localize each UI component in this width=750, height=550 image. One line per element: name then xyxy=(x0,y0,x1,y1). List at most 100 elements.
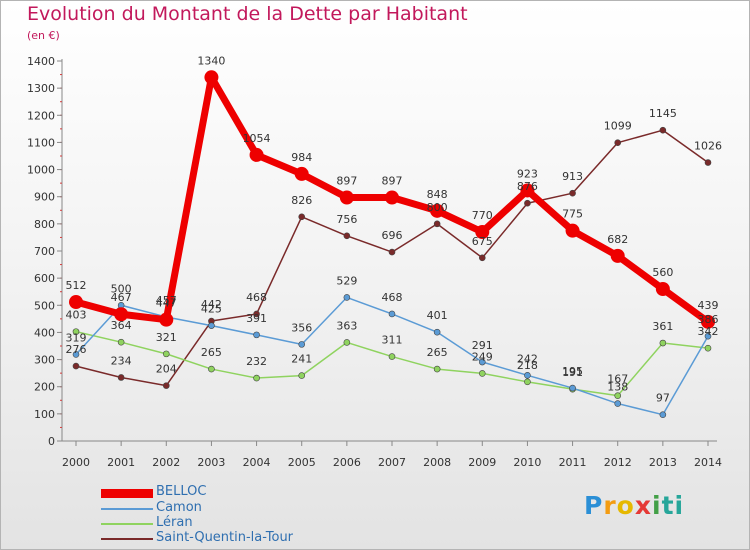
data-point xyxy=(253,331,260,339)
y-tick-label: 900 xyxy=(34,191,55,204)
x-tick-label: 2002 xyxy=(152,456,180,469)
legend-swatch xyxy=(101,516,153,531)
y-tick-label: 1000 xyxy=(27,164,55,177)
data-label: 265 xyxy=(201,346,222,359)
data-point xyxy=(655,282,670,296)
data-point xyxy=(294,166,309,181)
data-point xyxy=(208,322,215,329)
legend-swatch xyxy=(101,501,153,516)
legend-item-leran[interactable]: Léran xyxy=(101,515,331,531)
data-label: 442 xyxy=(201,298,222,311)
data-point xyxy=(478,358,486,366)
data-point xyxy=(565,223,580,238)
x-tick-label: 2010 xyxy=(513,456,541,469)
data-point xyxy=(72,362,80,370)
data-label: 467 xyxy=(111,291,132,304)
legend-item-saint-quentin-la-tour[interactable]: Saint-Quentin-la-Tour xyxy=(101,530,331,546)
data-point xyxy=(569,189,576,197)
data-point xyxy=(478,370,486,377)
data-point xyxy=(524,372,531,379)
legend-item-belloc[interactable]: BELLOC xyxy=(101,484,331,500)
data-label: 512 xyxy=(66,279,87,292)
data-point xyxy=(524,378,531,386)
y-tick-label: 1200 xyxy=(27,109,55,122)
chart-title: Evolution du Montant de la Dette par Hab… xyxy=(27,3,468,25)
data-point xyxy=(72,328,80,335)
data-label: 682 xyxy=(607,233,628,246)
data-point xyxy=(614,400,622,407)
data-point xyxy=(343,339,351,346)
data-label: 468 xyxy=(382,291,403,304)
data-point xyxy=(253,374,260,382)
data-label: 195 xyxy=(562,365,583,378)
data-label: 1145 xyxy=(649,107,677,120)
x-tick-label: 2013 xyxy=(649,456,677,469)
data-label: 234 xyxy=(111,354,132,367)
y-tick-label: 100 xyxy=(34,408,55,421)
data-label: 232 xyxy=(246,355,267,368)
y-tick-label: 200 xyxy=(34,381,55,394)
legend-label: Saint-Quentin-la-Tour xyxy=(156,530,294,545)
y-tick-label: 400 xyxy=(34,326,55,339)
data-label: 876 xyxy=(517,180,538,193)
data-label: 1340 xyxy=(197,54,225,67)
data-point xyxy=(114,307,129,322)
data-point xyxy=(704,332,712,340)
data-point xyxy=(159,312,174,327)
data-label: 468 xyxy=(246,291,267,304)
data-label: 218 xyxy=(517,359,538,372)
data-label: 984 xyxy=(291,151,312,164)
data-label: 321 xyxy=(156,331,177,344)
data-label: 848 xyxy=(427,188,448,201)
data-point xyxy=(339,190,354,205)
data-label: 361 xyxy=(652,320,673,333)
y-tick-label: 300 xyxy=(34,354,55,367)
data-label: 204 xyxy=(156,363,177,376)
data-point xyxy=(433,220,441,228)
data-point xyxy=(72,351,80,358)
x-tick-label: 2014 xyxy=(694,456,722,469)
data-label: 401 xyxy=(427,309,448,322)
data-label: 775 xyxy=(562,208,583,221)
y-tick-label: 1300 xyxy=(27,82,55,95)
x-tick-label: 2007 xyxy=(378,456,406,469)
data-point xyxy=(659,126,667,134)
data-point xyxy=(614,392,622,399)
data-point xyxy=(659,339,667,347)
data-point xyxy=(162,382,170,389)
data-label: 291 xyxy=(472,339,493,352)
data-label: 97 xyxy=(656,392,670,405)
data-label: 913 xyxy=(562,170,583,183)
data-point xyxy=(204,70,219,85)
x-tick-label: 2006 xyxy=(333,456,361,469)
legend-swatch xyxy=(101,485,153,500)
data-label: 675 xyxy=(472,235,493,248)
data-label: 363 xyxy=(336,319,357,332)
legend-label: Léran xyxy=(156,515,193,530)
data-label: 457 xyxy=(156,294,177,307)
data-point xyxy=(253,310,260,318)
data-point xyxy=(162,350,170,358)
data-point xyxy=(520,183,535,198)
data-point xyxy=(433,328,441,336)
data-label: 265 xyxy=(427,346,448,359)
data-point xyxy=(701,314,715,329)
data-point xyxy=(298,341,306,348)
data-label: 276 xyxy=(66,343,87,356)
data-point xyxy=(475,225,490,239)
data-point xyxy=(704,159,712,166)
y-tick-label: 600 xyxy=(34,272,55,285)
x-tick-label: 2009 xyxy=(468,456,496,469)
data-point xyxy=(388,310,396,318)
x-tick-label: 2004 xyxy=(243,456,271,469)
legend-item-camon[interactable]: Camon xyxy=(101,500,331,516)
data-label: 560 xyxy=(652,266,673,279)
data-point xyxy=(659,411,667,418)
x-tick-label: 2001 xyxy=(107,456,135,469)
data-point xyxy=(614,139,622,146)
data-label: 1099 xyxy=(604,120,632,133)
x-tick-label: 2003 xyxy=(197,456,225,469)
data-point xyxy=(388,248,396,256)
x-tick-label: 2012 xyxy=(604,456,632,469)
